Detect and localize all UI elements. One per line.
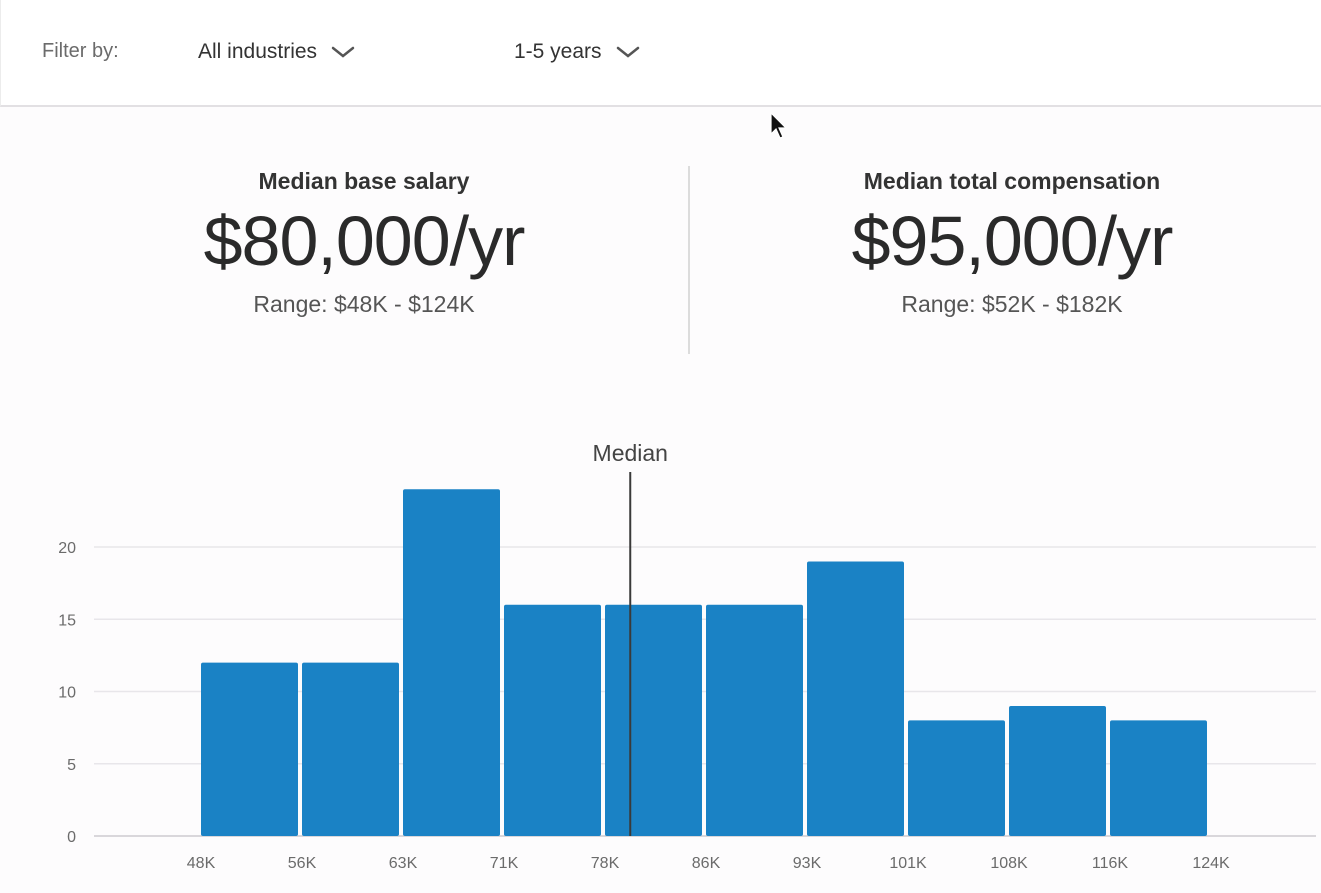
x-tick-label: 78K <box>591 855 620 872</box>
histogram-bar <box>706 604 803 836</box>
median-marker: Median <box>593 440 668 836</box>
median-total-comp-title: Median total compensation <box>863 168 1161 194</box>
x-tick-label: 86K <box>692 855 721 872</box>
histogram-bar <box>1110 720 1207 836</box>
x-tick-label: 124K <box>1192 855 1230 872</box>
salary-histogram: 0 5 10 15 20 48K 56K 63K 71K 78K 86K 93K 101K 108K 11… <box>58 440 1316 872</box>
x-tick-label: 116K <box>1092 855 1129 872</box>
histogram-bar <box>403 489 500 836</box>
x-tick-label: 71K <box>490 855 519 872</box>
x-tick-label: 101K <box>889 855 927 872</box>
filter-label: Filter by: <box>42 40 119 62</box>
median-total-comp-card: Median total compensation $95,000/yr Ran… <box>752 168 1272 318</box>
median-base-salary-title: Median base salary <box>258 168 470 194</box>
histogram-bar <box>201 662 298 836</box>
chevron-down-icon <box>616 46 639 58</box>
stats-divider <box>688 166 690 354</box>
histogram-bar <box>605 604 702 836</box>
y-tick-label: 0 <box>67 829 76 846</box>
median-total-comp-value: $95,000/yr <box>851 202 1174 280</box>
median-total-comp-range: Range: $52K - $182K <box>901 291 1123 317</box>
chevron-down-icon <box>331 46 355 58</box>
filter-bar: Filter by: All industries 1-5 years <box>0 0 1321 107</box>
histogram-bars <box>201 489 1207 836</box>
x-tick-label: 63K <box>389 855 418 872</box>
experience-dropdown[interactable]: 1-5 years <box>514 40 640 64</box>
mouse-cursor-icon <box>770 112 788 139</box>
median-label: Median <box>593 440 668 466</box>
histogram-bar <box>302 662 399 836</box>
median-base-salary-value: $80,000/yr <box>203 202 526 280</box>
x-tick-label: 56K <box>288 855 317 872</box>
x-tick-label: 93K <box>793 855 822 872</box>
industry-dropdown[interactable]: All industries <box>198 40 355 64</box>
x-axis-ticks: 48K 56K 63K 71K 78K 86K 93K 101K 108K 116K 124K <box>187 855 1230 872</box>
y-axis-ticks: 0 5 10 15 20 <box>58 540 76 846</box>
x-tick-label: 48K <box>187 855 216 872</box>
y-tick-label: 20 <box>58 540 76 557</box>
histogram-bar <box>504 604 601 836</box>
y-tick-label: 15 <box>58 612 76 629</box>
industry-dropdown-value: All industries <box>198 40 318 63</box>
histogram-bar <box>807 561 904 836</box>
histogram-bar <box>1009 705 1106 836</box>
y-tick-label: 10 <box>58 685 76 702</box>
histogram-bar <box>908 720 1005 836</box>
y-tick-label: 5 <box>67 757 76 774</box>
median-base-salary-card: Median base salary $80,000/yr Range: $48… <box>104 168 624 318</box>
median-base-salary-range: Range: $48K - $124K <box>253 291 475 317</box>
x-tick-label: 108K <box>990 855 1028 872</box>
experience-dropdown-value: 1-5 years <box>514 40 602 63</box>
